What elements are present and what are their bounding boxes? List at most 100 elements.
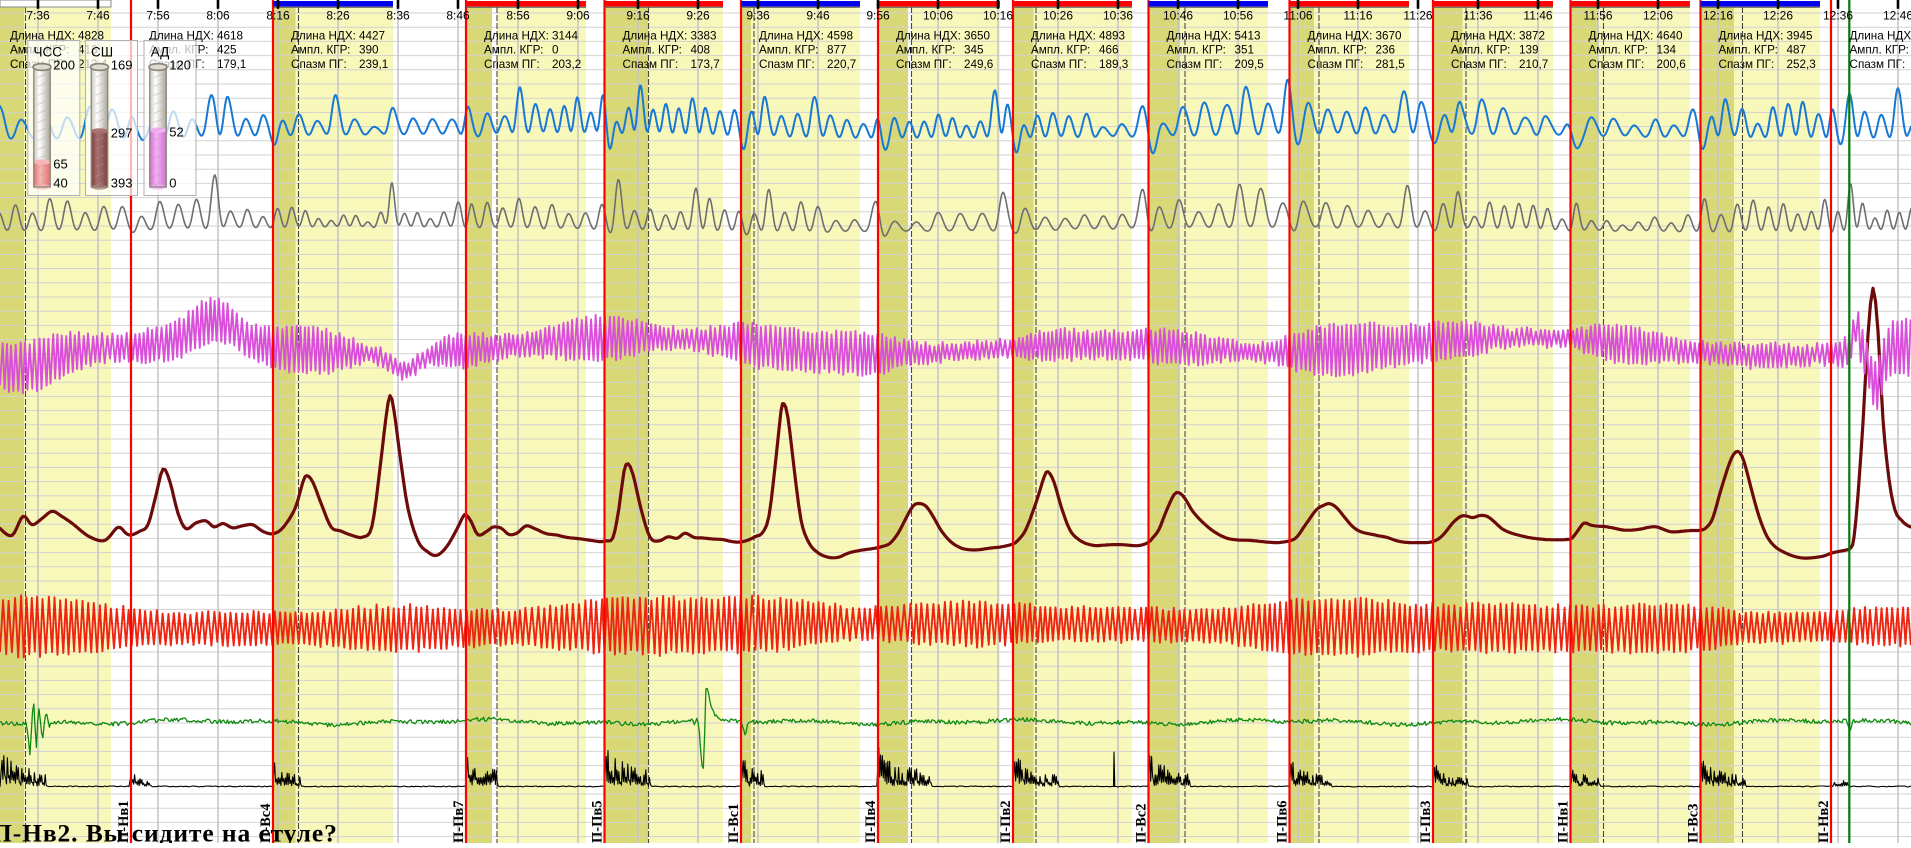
svg-text:11:26: 11:26 [1403, 9, 1432, 23]
svg-text:Длина НДХ:: Длина НДХ: [759, 30, 824, 43]
svg-text:Ампл. КГР:: Ампл. КГР: [1719, 44, 1778, 57]
svg-text:200,6: 200,6 [1657, 58, 1686, 71]
svg-text:11:36: 11:36 [1463, 9, 1492, 23]
svg-text:390: 390 [359, 44, 379, 57]
svg-text:П-Пв3: П-Пв3 [1418, 801, 1434, 843]
svg-text:12:16: 12:16 [1703, 9, 1733, 23]
svg-text:Спазм ПГ:: Спазм ПГ: [1589, 58, 1645, 71]
svg-text:345: 345 [964, 44, 984, 57]
svg-text:Длина НДХ:: Длина НДХ: [1589, 30, 1654, 43]
svg-text:П-Нв2. Вы сидите на стуле?: П-Нв2. Вы сидите на стуле? [0, 819, 338, 844]
svg-text:210,7: 210,7 [1519, 58, 1548, 71]
svg-text:8:16: 8:16 [266, 9, 290, 23]
svg-text:10:36: 10:36 [1103, 9, 1133, 23]
svg-text:11:16: 11:16 [1343, 9, 1372, 23]
svg-text:Длина НДХ:: Длина НДХ: [1031, 30, 1096, 43]
svg-text:Спазм ПГ:: Спазм ПГ: [1308, 58, 1364, 71]
svg-text:3872: 3872 [1519, 30, 1545, 43]
svg-text:52: 52 [169, 125, 183, 140]
svg-text:9:26: 9:26 [686, 9, 710, 23]
svg-text:3144: 3144 [552, 30, 579, 43]
svg-text:Ампл. КГР:: Ампл. КГР: [291, 44, 350, 57]
svg-text:249,6: 249,6 [964, 58, 993, 71]
svg-text:3945: 3945 [1787, 30, 1814, 43]
svg-text:169: 169 [111, 58, 133, 73]
svg-text:408: 408 [691, 44, 711, 57]
svg-text:Ампл. КГР:: Ампл. КГР: [623, 44, 682, 57]
svg-text:220,7: 220,7 [827, 58, 856, 71]
svg-text:203,2: 203,2 [552, 58, 581, 71]
svg-text:120: 120 [169, 58, 191, 73]
svg-text:877: 877 [827, 44, 847, 57]
svg-text:134: 134 [1657, 44, 1677, 57]
svg-text:173,7: 173,7 [691, 58, 720, 71]
svg-text:Длина НДХ:: Длина НДХ: [1167, 30, 1232, 43]
svg-text:П-Нв2: П-Нв2 [1816, 801, 1832, 843]
svg-text:10:16: 10:16 [983, 9, 1013, 23]
svg-text:351: 351 [1235, 44, 1255, 57]
svg-text:3650: 3650 [964, 30, 991, 43]
svg-text:10:26: 10:26 [1043, 9, 1073, 23]
svg-text:425: 425 [217, 44, 237, 57]
svg-text:9:06: 9:06 [566, 9, 590, 23]
svg-text:Длина НДХ:: Длина НДХ: [896, 30, 961, 43]
svg-text:9:16: 9:16 [626, 9, 650, 23]
svg-text:487: 487 [1787, 44, 1807, 57]
svg-text:236: 236 [1376, 44, 1396, 57]
svg-text:П-Пв6: П-Пв6 [1275, 801, 1291, 843]
svg-text:239,1: 239,1 [359, 58, 388, 71]
svg-text:Длина НДХ:: Длина НДХ: [291, 30, 356, 43]
svg-text:4893: 4893 [1099, 30, 1125, 43]
svg-text:Ампл. КГР:: Ампл. КГР: [1850, 44, 1909, 57]
svg-text:Спазм ПГ:: Спазм ПГ: [1451, 58, 1507, 71]
svg-text:П-Пв2: П-Пв2 [998, 801, 1014, 843]
svg-text:Длина НДХ:: Длина НДХ: [1850, 30, 1911, 43]
svg-text:65: 65 [53, 156, 67, 171]
svg-text:3670: 3670 [1376, 30, 1403, 43]
svg-text:П-Пв4: П-Пв4 [863, 801, 879, 843]
svg-text:4598: 4598 [827, 30, 853, 43]
svg-text:12:26: 12:26 [1763, 9, 1793, 23]
svg-text:Ампл. КГР:: Ампл. КГР: [759, 44, 818, 57]
svg-text:40: 40 [53, 176, 67, 191]
svg-text:0: 0 [552, 44, 559, 57]
svg-text:393: 393 [111, 176, 133, 191]
svg-text:281,5: 281,5 [1376, 58, 1406, 71]
svg-text:297: 297 [111, 125, 133, 140]
svg-text:139: 139 [1519, 44, 1539, 57]
svg-text:Длина НДХ:: Длина НДХ: [1719, 30, 1784, 43]
svg-text:466: 466 [1099, 44, 1119, 57]
svg-text:12:46: 12:46 [1883, 9, 1911, 23]
svg-text:Ампл. КГР:: Ампл. КГР: [1167, 44, 1226, 57]
svg-text:7:46: 7:46 [86, 9, 110, 23]
svg-text:Спазм ПГ:: Спазм ПГ: [484, 58, 540, 71]
svg-text:9:46: 9:46 [806, 9, 830, 23]
svg-text:Длина НДХ:: Длина НДХ: [1451, 30, 1516, 43]
svg-text:Длина НДХ:: Длина НДХ: [484, 30, 549, 43]
svg-text:Ампл. КГР:: Ампл. КГР: [1451, 44, 1510, 57]
svg-text:Длина НДХ:: Длина НДХ: [1308, 30, 1373, 43]
svg-text:209,5: 209,5 [1235, 58, 1265, 71]
svg-text:П-Нв1: П-Нв1 [1556, 801, 1572, 843]
svg-text:9:36: 9:36 [746, 9, 770, 23]
svg-text:252,3: 252,3 [1787, 58, 1816, 71]
svg-text:Спазм ПГ:: Спазм ПГ: [1031, 58, 1087, 71]
svg-text:11:56: 11:56 [1583, 9, 1612, 23]
svg-text:П-Вс2: П-Вс2 [1134, 804, 1150, 843]
svg-text:179,1: 179,1 [217, 58, 246, 71]
svg-text:Спазм ПГ:: Спазм ПГ: [1850, 58, 1906, 71]
svg-text:11:06: 11:06 [1283, 9, 1312, 23]
svg-text:3383: 3383 [691, 30, 717, 43]
svg-text:5413: 5413 [1235, 30, 1261, 43]
svg-text:4640: 4640 [1657, 30, 1684, 43]
svg-text:8:56: 8:56 [506, 9, 530, 23]
svg-text:Ампл. КГР:: Ампл. КГР: [484, 44, 543, 57]
svg-text:Спазм ПГ:: Спазм ПГ: [1167, 58, 1223, 71]
svg-text:10:56: 10:56 [1223, 9, 1253, 23]
svg-text:Спазм ПГ:: Спазм ПГ: [623, 58, 679, 71]
svg-text:7:36: 7:36 [26, 9, 50, 23]
svg-text:0: 0 [169, 176, 176, 191]
svg-text:П-Вс1: П-Вс1 [726, 804, 742, 843]
svg-text:7:56: 7:56 [146, 9, 170, 23]
svg-text:Спазм ПГ:: Спазм ПГ: [759, 58, 815, 71]
